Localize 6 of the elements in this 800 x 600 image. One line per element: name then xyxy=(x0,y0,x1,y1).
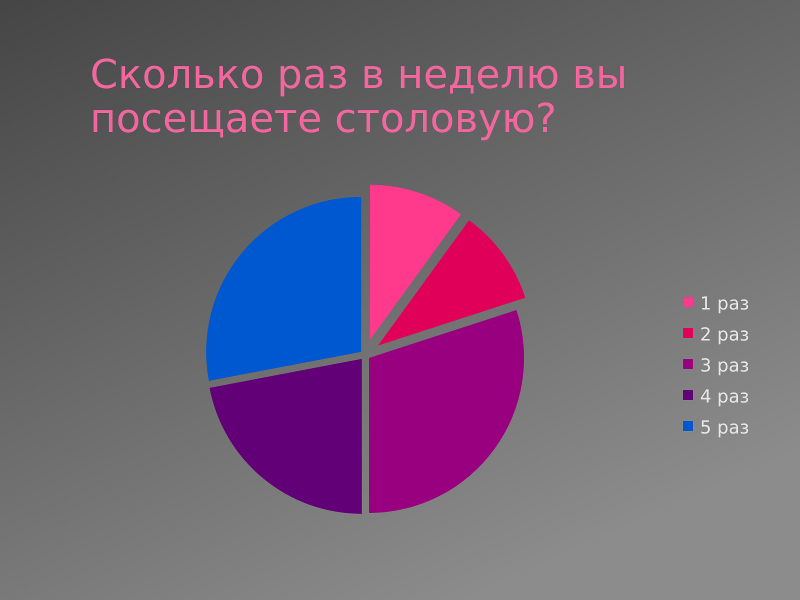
chart-title: Сколько раз в неделю вы посещаете столовую? xyxy=(90,52,628,142)
legend-label: 3 раз xyxy=(700,355,750,376)
legend-label: 2 раз xyxy=(700,324,750,346)
legend-label: 1 раз xyxy=(700,293,750,314)
legend-label: 4 раз xyxy=(700,386,750,408)
legend-label: 5 раз xyxy=(700,417,750,438)
